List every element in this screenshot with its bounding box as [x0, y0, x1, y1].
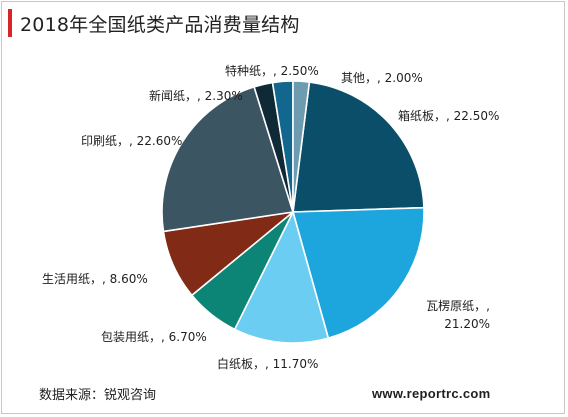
slice-label-household-paper: 生活用纸，, 8.60% — [42, 272, 148, 286]
pie-slice-other — [292, 80, 311, 213]
slice-label-whiteboard: 白纸板，, 11.70% — [217, 357, 319, 371]
pie-slice-corrugating-medium — [291, 206, 425, 340]
slice-label-other: 其他，, 2.00% — [341, 71, 423, 85]
slice-label-packaging-paper: 包装用纸，, 6.70% — [101, 330, 207, 344]
slice-label-specialty-paper: 特种纸，, 2.50% — [225, 64, 319, 78]
pie-slice-whiteboard — [233, 209, 330, 344]
title-accent-bar — [8, 9, 12, 37]
slice-label-printing-paper: 印刷纸，, 22.60% — [81, 134, 183, 148]
website-url: www.reportrc.com — [372, 386, 491, 401]
slice-label-newsprint: 新闻纸，, 2.30% — [149, 89, 243, 103]
pie-slice-boxboard — [292, 81, 425, 213]
pie-slice-printing-paper — [161, 85, 295, 233]
source-note: 数据来源：锐观咨询 — [39, 388, 157, 403]
slice-label-boxboard: 箱纸板，, 22.50% — [398, 109, 500, 123]
slice-label-corrugating-medium: 瓦楞原纸，, 21.20% — [424, 297, 490, 333]
chart-title: 2018年全国纸类产品消费量结构 — [20, 14, 300, 36]
slice-label-corrugating-medium-text: 瓦楞原纸，, 21.20% — [426, 299, 490, 331]
